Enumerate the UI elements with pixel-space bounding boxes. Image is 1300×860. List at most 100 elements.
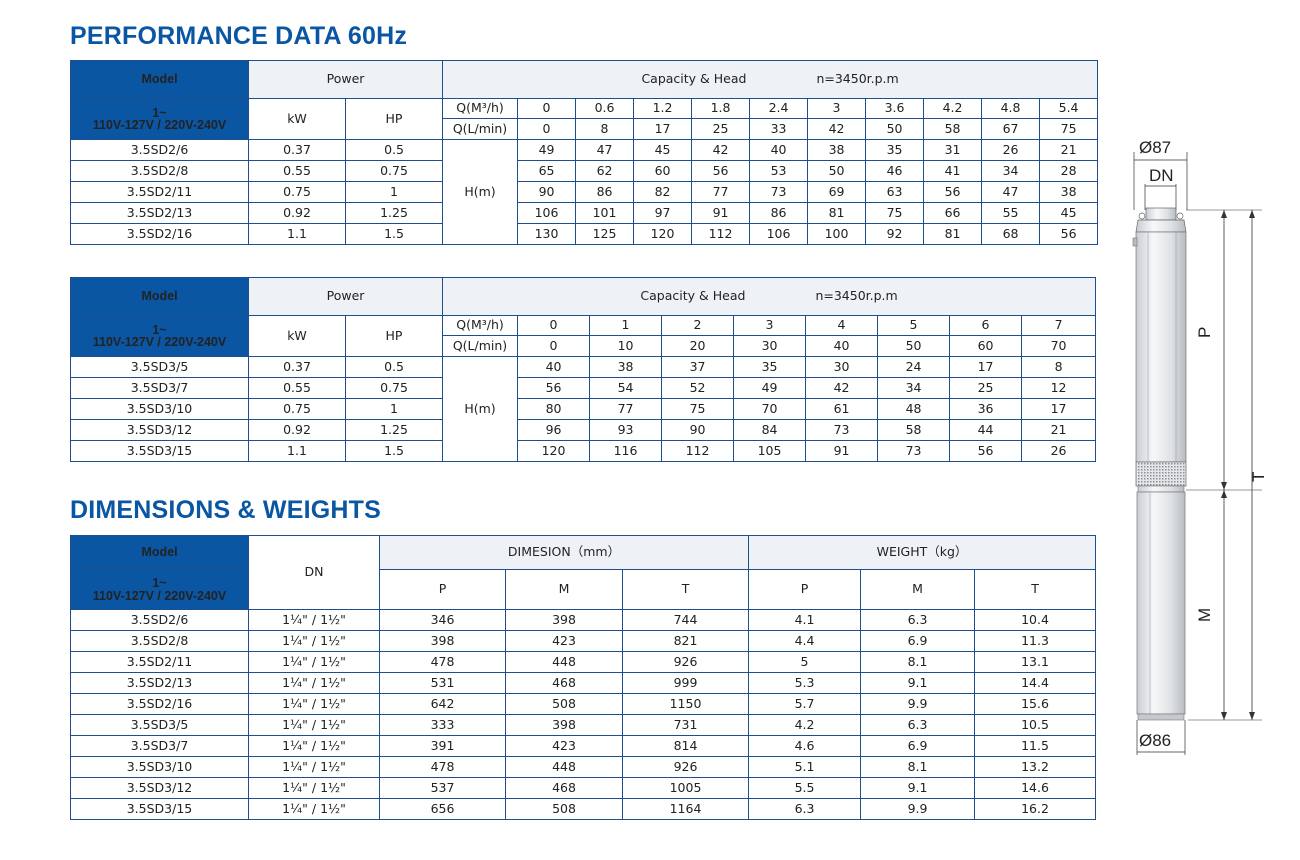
performance-title: PERFORMANCE DATA 60Hz — [70, 22, 408, 50]
kw-cell: 0.92 — [248, 202, 346, 224]
dim-p-cell: 478 — [379, 651, 506, 673]
head-cell: 106 — [749, 223, 809, 245]
m-label: M — [1195, 608, 1214, 622]
model-cell: 3.5SD2/16 — [70, 693, 249, 715]
capacity-label: Capacity & Head — [641, 71, 747, 87]
head-cell: 35 — [865, 139, 925, 161]
kw-cell: 0.75 — [248, 181, 346, 203]
head-cell: 54 — [589, 377, 663, 399]
dim-p-cell: 391 — [379, 735, 506, 757]
weight-t-cell: 10.4 — [974, 609, 1097, 631]
head-cell: 46 — [865, 160, 925, 182]
dim-t-header: T — [621, 569, 750, 610]
dn-cell: 1¼" / 1½" — [248, 756, 380, 778]
dn-cell: 1¼" / 1½" — [248, 672, 380, 694]
model-cell: 3.5SD3/12 — [70, 777, 249, 799]
q-m3h-value: 2 — [661, 315, 735, 336]
q-lmin-value: 50 — [877, 335, 951, 357]
dn-cell: 1¼" / 1½" — [248, 609, 380, 631]
dim-m-cell: 423 — [505, 630, 623, 652]
weight-m-cell: 9.1 — [860, 777, 976, 799]
weight-m-cell: 6.9 — [860, 735, 976, 757]
weight-m-header: M — [860, 569, 976, 610]
q-lmin-value: 25 — [691, 118, 751, 140]
q-lmin-value: 10 — [589, 335, 663, 357]
head-cell: 125 — [575, 223, 635, 245]
q-m3h-value: 3.6 — [865, 98, 925, 119]
kw-cell: 0.92 — [248, 419, 346, 441]
weight-p-cell: 5.5 — [748, 777, 862, 799]
dn-cell: 1¼" / 1½" — [248, 693, 380, 715]
weight-t-cell: 10.5 — [974, 714, 1097, 736]
head-cell: 48 — [877, 398, 951, 420]
kw-cell: 0.37 — [248, 139, 346, 161]
model-voltage-header: 1~ 110V-127V / 220V-240V — [70, 315, 249, 357]
dim-t-cell: 926 — [621, 756, 750, 778]
hp-cell: 1 — [344, 398, 444, 420]
dim-t-cell: 821 — [621, 630, 750, 652]
head-cell: 63 — [865, 181, 925, 203]
q-lmin-value: 0 — [517, 118, 577, 140]
head-cell: 25 — [949, 377, 1023, 399]
model-cell: 3.5SD2/6 — [70, 139, 249, 161]
dim-t-cell: 1005 — [621, 777, 750, 799]
q-lmin-value: 17 — [633, 118, 693, 140]
q-m3h-value: 5 — [877, 315, 951, 336]
dim-p-cell: 656 — [379, 798, 506, 820]
dim-m-cell: 468 — [505, 672, 623, 694]
head-cell: 68 — [981, 223, 1041, 245]
dn-cell: 1¼" / 1½" — [248, 735, 380, 757]
dim-t-cell: 1164 — [621, 798, 750, 820]
head-cell: 21 — [1039, 139, 1099, 161]
q-lmin-value: 58 — [923, 118, 983, 140]
dn-label: DN — [1149, 166, 1174, 185]
head-cell: 21 — [1021, 419, 1097, 441]
weight-p-cell: 4.6 — [748, 735, 862, 757]
dim-m-cell: 448 — [505, 756, 623, 778]
head-cell: 17 — [1021, 398, 1097, 420]
q-m3h-value: 1 — [589, 315, 663, 336]
head-cell: 112 — [661, 440, 735, 462]
dim-t-cell: 744 — [621, 609, 750, 631]
hp-cell: 0.75 — [344, 160, 444, 182]
model-cell: 3.5SD2/8 — [70, 160, 249, 182]
q-m3h-value: 6 — [949, 315, 1023, 336]
model-cell: 3.5SD3/5 — [70, 356, 249, 378]
dim-t-cell: 926 — [621, 651, 750, 673]
rpm-label: n=3450r.p.m — [815, 288, 898, 304]
kw-cell: 0.37 — [248, 356, 346, 378]
dn-cell: 1¼" / 1½" — [248, 651, 380, 673]
head-cell: 75 — [865, 202, 925, 224]
head-cell: 97 — [633, 202, 693, 224]
q-m3h-value: 1.8 — [691, 98, 751, 119]
model-cell: 3.5SD2/11 — [70, 181, 249, 203]
head-cell: 73 — [805, 419, 879, 441]
dim-m-header: M — [505, 569, 623, 610]
hp-cell: 0.5 — [344, 139, 444, 161]
weight-m-cell: 8.1 — [860, 756, 976, 778]
weight-t-cell: 15.6 — [974, 693, 1097, 715]
q-m3h-value: 4.8 — [981, 98, 1041, 119]
head-cell: 82 — [633, 181, 693, 203]
head-cell: 90 — [517, 181, 577, 203]
dim-m-cell: 468 — [505, 777, 623, 799]
model-cell: 3.5SD2/16 — [70, 223, 249, 245]
model-cell: 3.5SD2/13 — [70, 672, 249, 694]
hp-header: HP — [344, 315, 444, 357]
dimensions-weights-table: Model DN DIMESION（mm） WEIGHT（kg） 1~ 110V-… — [70, 535, 1097, 820]
hp-cell: 1.5 — [344, 440, 444, 462]
head-cell: 26 — [981, 139, 1041, 161]
performance-table-sd3: Model Power Capacity & Head n=3450r.p.m 1… — [70, 277, 1097, 462]
q-lmin-label: Q(L/min) — [442, 335, 519, 357]
head-cell: 12 — [1021, 377, 1097, 399]
q-lmin-value: 33 — [749, 118, 809, 140]
kw-header: kW — [248, 315, 346, 357]
hp-cell: 1.5 — [344, 223, 444, 245]
head-cell: 70 — [733, 398, 807, 420]
hp-cell: 1.25 — [344, 202, 444, 224]
head-cell: 66 — [923, 202, 983, 224]
weight-p-cell: 4.2 — [748, 714, 862, 736]
head-cell: 40 — [517, 356, 591, 378]
head-cell: 44 — [949, 419, 1023, 441]
voltage-label: 110V-127V / 220V-240V — [92, 588, 227, 603]
